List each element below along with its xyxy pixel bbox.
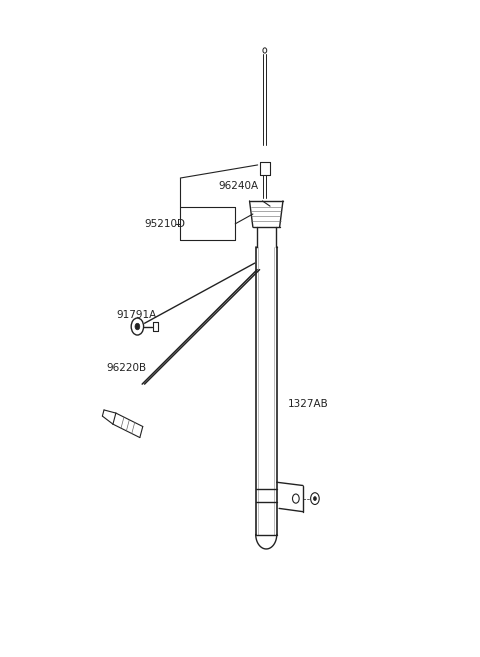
Circle shape [313,497,316,501]
Text: 96240A: 96240A [218,181,259,191]
Circle shape [135,323,140,330]
Text: 96220B: 96220B [107,363,146,373]
Text: 91791A: 91791A [116,310,156,321]
Text: 95210D: 95210D [144,219,186,229]
Circle shape [131,318,144,335]
Circle shape [292,494,299,503]
Circle shape [311,493,319,505]
Text: 1327AB: 1327AB [288,399,328,409]
